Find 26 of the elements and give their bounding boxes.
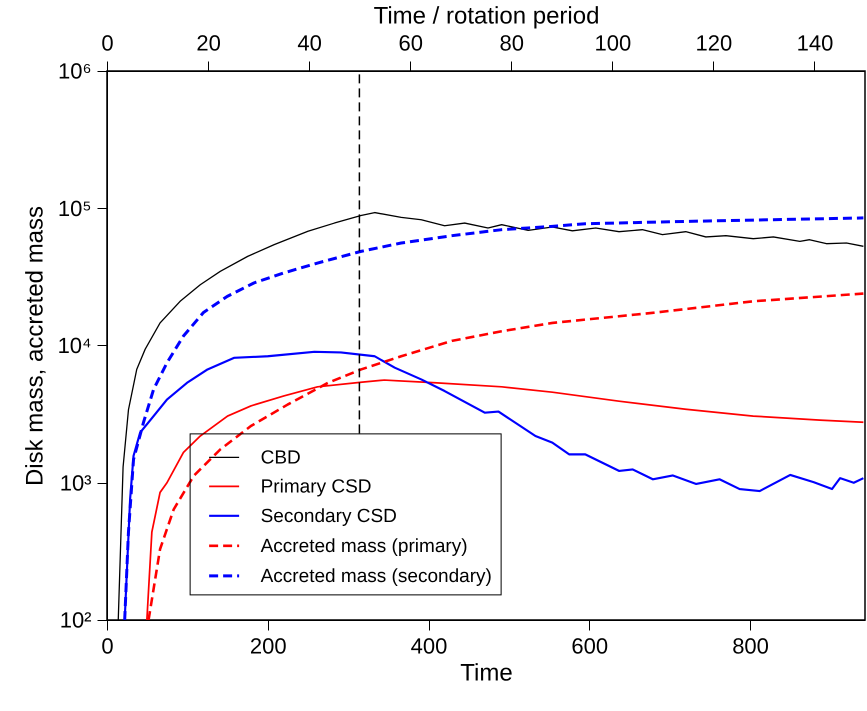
x-axis-title: Time [460,660,513,686]
y-tick-label: 10⁶ [58,58,92,84]
x2-tick-label: 0 [101,30,114,56]
x2-axis-title: Time / rotation period [374,2,600,30]
legend-label: Primary CSD [260,476,372,498]
x2-tick-label: 60 [398,30,423,56]
x-tick-label: 0 [101,634,114,658]
x-tick-label: 800 [732,634,769,658]
legend-label: Secondary CSD [260,506,397,527]
x-tick-label: 200 [250,634,287,658]
x-tick-label: 600 [571,634,608,658]
x-tick-label: 400 [410,634,448,658]
y-tick-label: 10⁵ [58,196,92,221]
legend-label: Accreted mass (primary) [260,536,468,557]
y-tick-label: 10⁴ [58,333,92,358]
legend-label: Accreted mass (secondary) [260,566,492,587]
x2-tick-label: 20 [196,30,221,56]
x2-tick-label: 120 [696,30,732,56]
x2-tick-label: 100 [594,30,632,56]
legend-label: CBD [260,447,301,468]
x2-tick-label: 140 [796,30,834,56]
y-tick-label: 10³ [60,470,92,496]
y-tick-label: 10² [60,608,92,632]
x2-tick-label: 40 [297,30,322,56]
y-axis-title: Disk mass, accreted mass [22,206,49,486]
x2-tick-label: 80 [500,30,524,56]
